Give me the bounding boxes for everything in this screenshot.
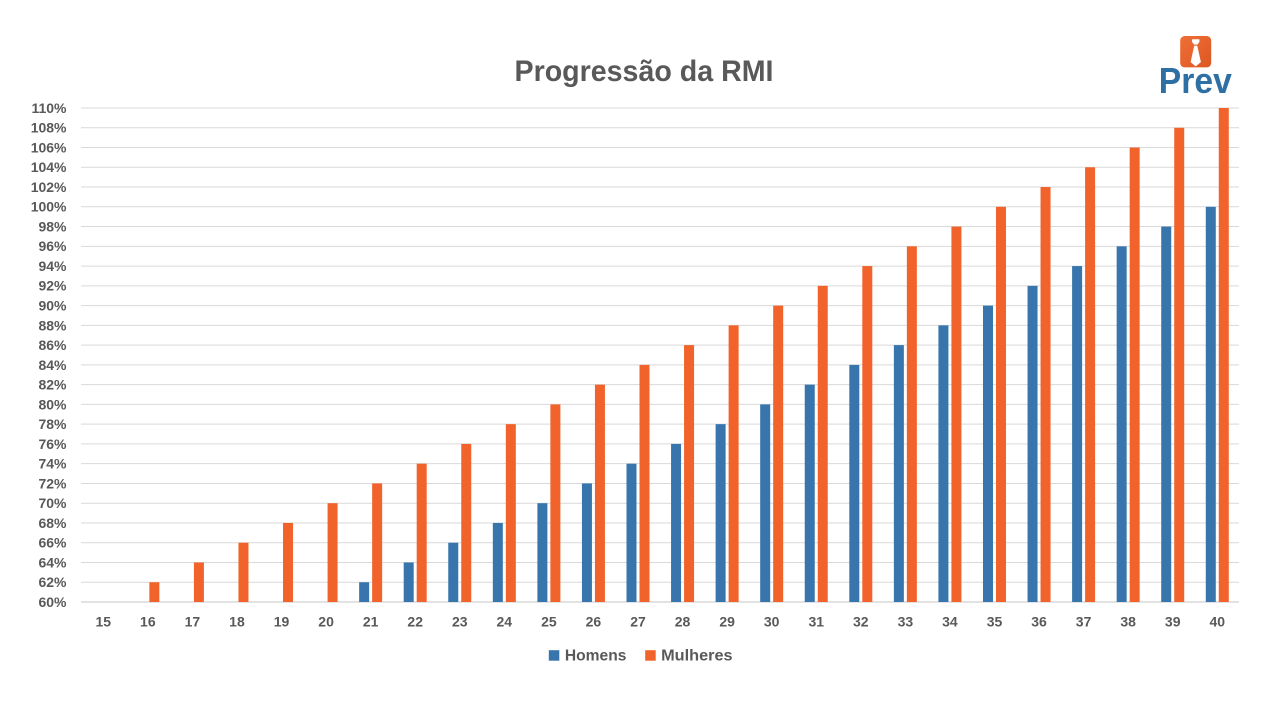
svg-text:94%: 94% — [38, 258, 67, 274]
svg-text:104%: 104% — [31, 159, 67, 175]
svg-text:62%: 62% — [38, 574, 67, 590]
svg-text:88%: 88% — [38, 317, 67, 333]
svg-text:76%: 76% — [38, 436, 67, 452]
svg-text:102%: 102% — [31, 179, 67, 195]
svg-text:35: 35 — [987, 614, 1003, 630]
svg-text:64%: 64% — [38, 554, 67, 570]
svg-text:19: 19 — [274, 614, 290, 630]
svg-text:29: 29 — [719, 614, 735, 630]
svg-text:18: 18 — [229, 614, 245, 630]
svg-text:70%: 70% — [38, 495, 67, 511]
svg-text:86%: 86% — [38, 337, 67, 353]
svg-text:Mulheres: Mulheres — [661, 648, 733, 665]
svg-text:40: 40 — [1209, 614, 1225, 630]
svg-text:22: 22 — [407, 614, 423, 630]
svg-text:31: 31 — [808, 614, 824, 630]
svg-text:26: 26 — [586, 614, 602, 630]
svg-text:15: 15 — [95, 614, 111, 630]
svg-text:23: 23 — [452, 614, 468, 630]
svg-text:39: 39 — [1165, 614, 1181, 630]
svg-text:24: 24 — [497, 614, 513, 630]
svg-text:16: 16 — [140, 614, 156, 630]
svg-text:Homens: Homens — [565, 648, 627, 665]
svg-text:78%: 78% — [38, 416, 67, 432]
svg-text:66%: 66% — [38, 535, 67, 551]
svg-text:106%: 106% — [31, 139, 67, 155]
svg-text:17: 17 — [185, 614, 201, 630]
svg-text:25: 25 — [541, 614, 557, 630]
svg-text:28: 28 — [675, 614, 691, 630]
svg-text:100%: 100% — [31, 199, 67, 215]
svg-text:30: 30 — [764, 614, 780, 630]
svg-text:98%: 98% — [38, 218, 67, 234]
svg-text:72%: 72% — [38, 475, 67, 491]
svg-text:84%: 84% — [38, 357, 67, 373]
svg-text:80%: 80% — [38, 396, 67, 412]
svg-text:108%: 108% — [31, 120, 67, 136]
svg-text:92%: 92% — [38, 278, 67, 294]
svg-text:37: 37 — [1076, 614, 1092, 630]
svg-text:32: 32 — [853, 614, 869, 630]
svg-text:60%: 60% — [38, 594, 67, 610]
svg-text:20: 20 — [318, 614, 334, 630]
svg-text:96%: 96% — [38, 238, 67, 254]
svg-text:34: 34 — [942, 614, 958, 630]
svg-text:27: 27 — [630, 614, 646, 630]
svg-text:110%: 110% — [31, 100, 67, 116]
svg-text:33: 33 — [898, 614, 914, 630]
svg-text:90%: 90% — [38, 298, 67, 314]
svg-text:82%: 82% — [38, 377, 67, 393]
svg-text:Prev: Prev — [1159, 60, 1232, 101]
svg-text:36: 36 — [1031, 614, 1047, 630]
svg-text:Progressão da RMI: Progressão da RMI — [515, 55, 774, 88]
svg-text:38: 38 — [1120, 614, 1136, 630]
svg-text:74%: 74% — [38, 456, 67, 472]
svg-text:21: 21 — [363, 614, 379, 630]
svg-text:68%: 68% — [38, 515, 67, 531]
